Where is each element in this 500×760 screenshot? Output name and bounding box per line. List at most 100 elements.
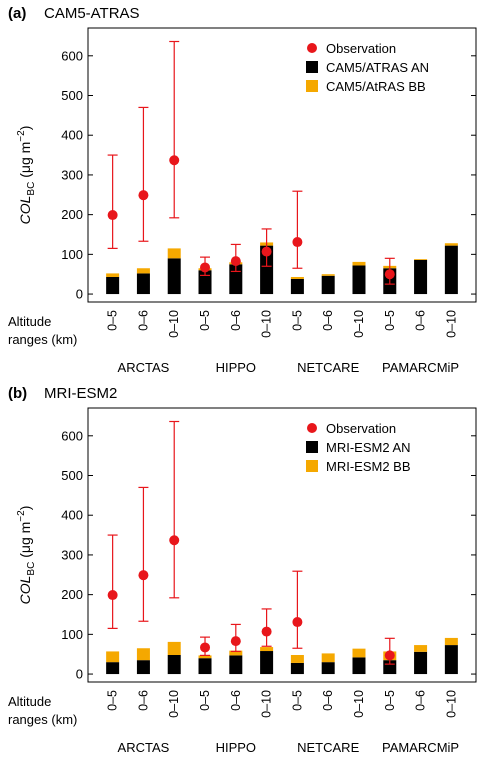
range-tick-label: 0–6 [136, 310, 150, 331]
range-tick-label: 0–6 [229, 690, 243, 711]
bar-bb [167, 248, 181, 259]
observation-point [230, 636, 241, 647]
y-tick-label: 200 [61, 587, 83, 602]
legend-marker-observation [307, 423, 317, 433]
legend-entry: CAM5/ATRAS AN [326, 60, 429, 75]
y-axis-label: COLBC (μg m−2) [16, 126, 37, 225]
bar-bb [106, 273, 120, 277]
observation-point [292, 617, 303, 628]
legend-swatch [306, 80, 318, 92]
observation-point [384, 650, 395, 661]
campaign-label: ARCTAS [118, 360, 170, 375]
bar-an [167, 654, 181, 675]
range-tick-label: 0–5 [198, 690, 212, 711]
y-tick-label: 0 [76, 287, 83, 302]
bar-bb [167, 641, 181, 655]
range-tick-label: 0–10 [167, 310, 181, 338]
bar-bb [198, 655, 212, 659]
y-tick-label: 600 [61, 428, 83, 443]
chart-panel-b: (b) MRI-ESM2 0 100 200 300 400 500 600 COLBC (μg … [8, 385, 477, 755]
bar-bb [260, 647, 274, 652]
range-tick-label: 0–5 [290, 310, 304, 331]
y-tick-label: 200 [61, 207, 83, 222]
y-axis-label: COLBC (μg m−2) [16, 506, 37, 605]
observation-point [261, 626, 272, 637]
legend-entry: Observation [326, 421, 396, 436]
range-tick-label: 0–6 [229, 310, 243, 331]
campaign-label: HIPPO [216, 740, 256, 755]
y-tick-label: 400 [61, 128, 83, 143]
legend-entry: MRI-ESM2 AN [326, 440, 411, 455]
x-axis-label-line2: ranges (km) [8, 712, 77, 727]
bar-bb [321, 653, 335, 663]
y-tick-label: 0 [76, 667, 83, 682]
range-tick-label: 0–10 [352, 690, 366, 718]
observation-point [200, 262, 211, 273]
bar-an [444, 645, 458, 675]
y-tick-label: 500 [61, 88, 83, 103]
plot-frame [87, 407, 477, 683]
observation-point [261, 246, 272, 257]
range-tick-label: 0–5 [106, 690, 120, 711]
range-tick-label: 0–10 [444, 310, 458, 338]
bar-bb [414, 645, 428, 652]
y-tick-label: 600 [61, 48, 83, 63]
legend-entry: Observation [326, 41, 396, 56]
bar-bb [444, 637, 458, 646]
range-tick-label: 0–5 [383, 690, 397, 711]
bar-bb [290, 654, 304, 663]
bar-bb [352, 261, 366, 266]
bar-an [414, 651, 428, 675]
observation-point [169, 155, 180, 166]
bar-an [198, 270, 212, 295]
observation-point [230, 256, 241, 267]
bar-an [321, 275, 335, 295]
panel-label: (b) [8, 385, 27, 402]
range-tick-label: 0–5 [383, 310, 397, 331]
bar-an [352, 265, 366, 295]
observation-point [107, 590, 118, 601]
bar-an [321, 662, 335, 675]
y-tick-label: 300 [61, 167, 83, 182]
observation-point [200, 642, 211, 653]
y-tick-label: 100 [61, 627, 83, 642]
bar-bb [229, 650, 243, 656]
range-tick-label: 0–10 [260, 310, 274, 338]
y-tick-label: 500 [61, 468, 83, 483]
legend-swatch [306, 441, 318, 453]
legend-swatch [306, 61, 318, 73]
range-tick-label: 0–6 [136, 690, 150, 711]
bar-bb [136, 268, 150, 274]
bar-bb [290, 276, 304, 279]
legend-entry: MRI-ESM2 BB [326, 459, 411, 474]
panel-title: MRI-ESM2 [44, 385, 117, 402]
panel-label: (a) [8, 5, 26, 22]
legend-entry: CAM5/AtRAS BB [326, 79, 426, 94]
range-tick-label: 0–6 [414, 310, 428, 331]
bar-an [167, 258, 181, 295]
x-axis-label-line2: ranges (km) [8, 332, 77, 347]
chart-panel-a: (a) CAM5-ATRAS 0 100 200 300 400 500 600 COLBC (μ… [8, 5, 477, 375]
y-tick-label: 300 [61, 547, 83, 562]
x-axis-label-line1: Altitude [8, 694, 51, 709]
range-tick-label: 0–6 [321, 310, 335, 331]
range-tick-label: 0–10 [444, 690, 458, 718]
bar-an [290, 662, 304, 675]
campaign-label: PAMARCMiP [382, 360, 459, 375]
bar-an [414, 259, 428, 295]
range-tick-label: 0–5 [106, 310, 120, 331]
range-tick-label: 0–10 [167, 690, 181, 718]
range-tick-label: 0–10 [352, 310, 366, 338]
range-tick-label: 0–6 [414, 690, 428, 711]
bar-bb [136, 648, 150, 661]
x-axis-label-line1: Altitude [8, 314, 51, 329]
bar-an [198, 658, 212, 675]
bar-an [290, 278, 304, 295]
range-tick-label: 0–5 [290, 690, 304, 711]
range-tick-label: 0–10 [260, 690, 274, 718]
bar-bb [414, 259, 428, 260]
campaign-label: HIPPO [216, 360, 256, 375]
campaign-label: PAMARCMiP [382, 740, 459, 755]
bar-bb [444, 243, 458, 246]
